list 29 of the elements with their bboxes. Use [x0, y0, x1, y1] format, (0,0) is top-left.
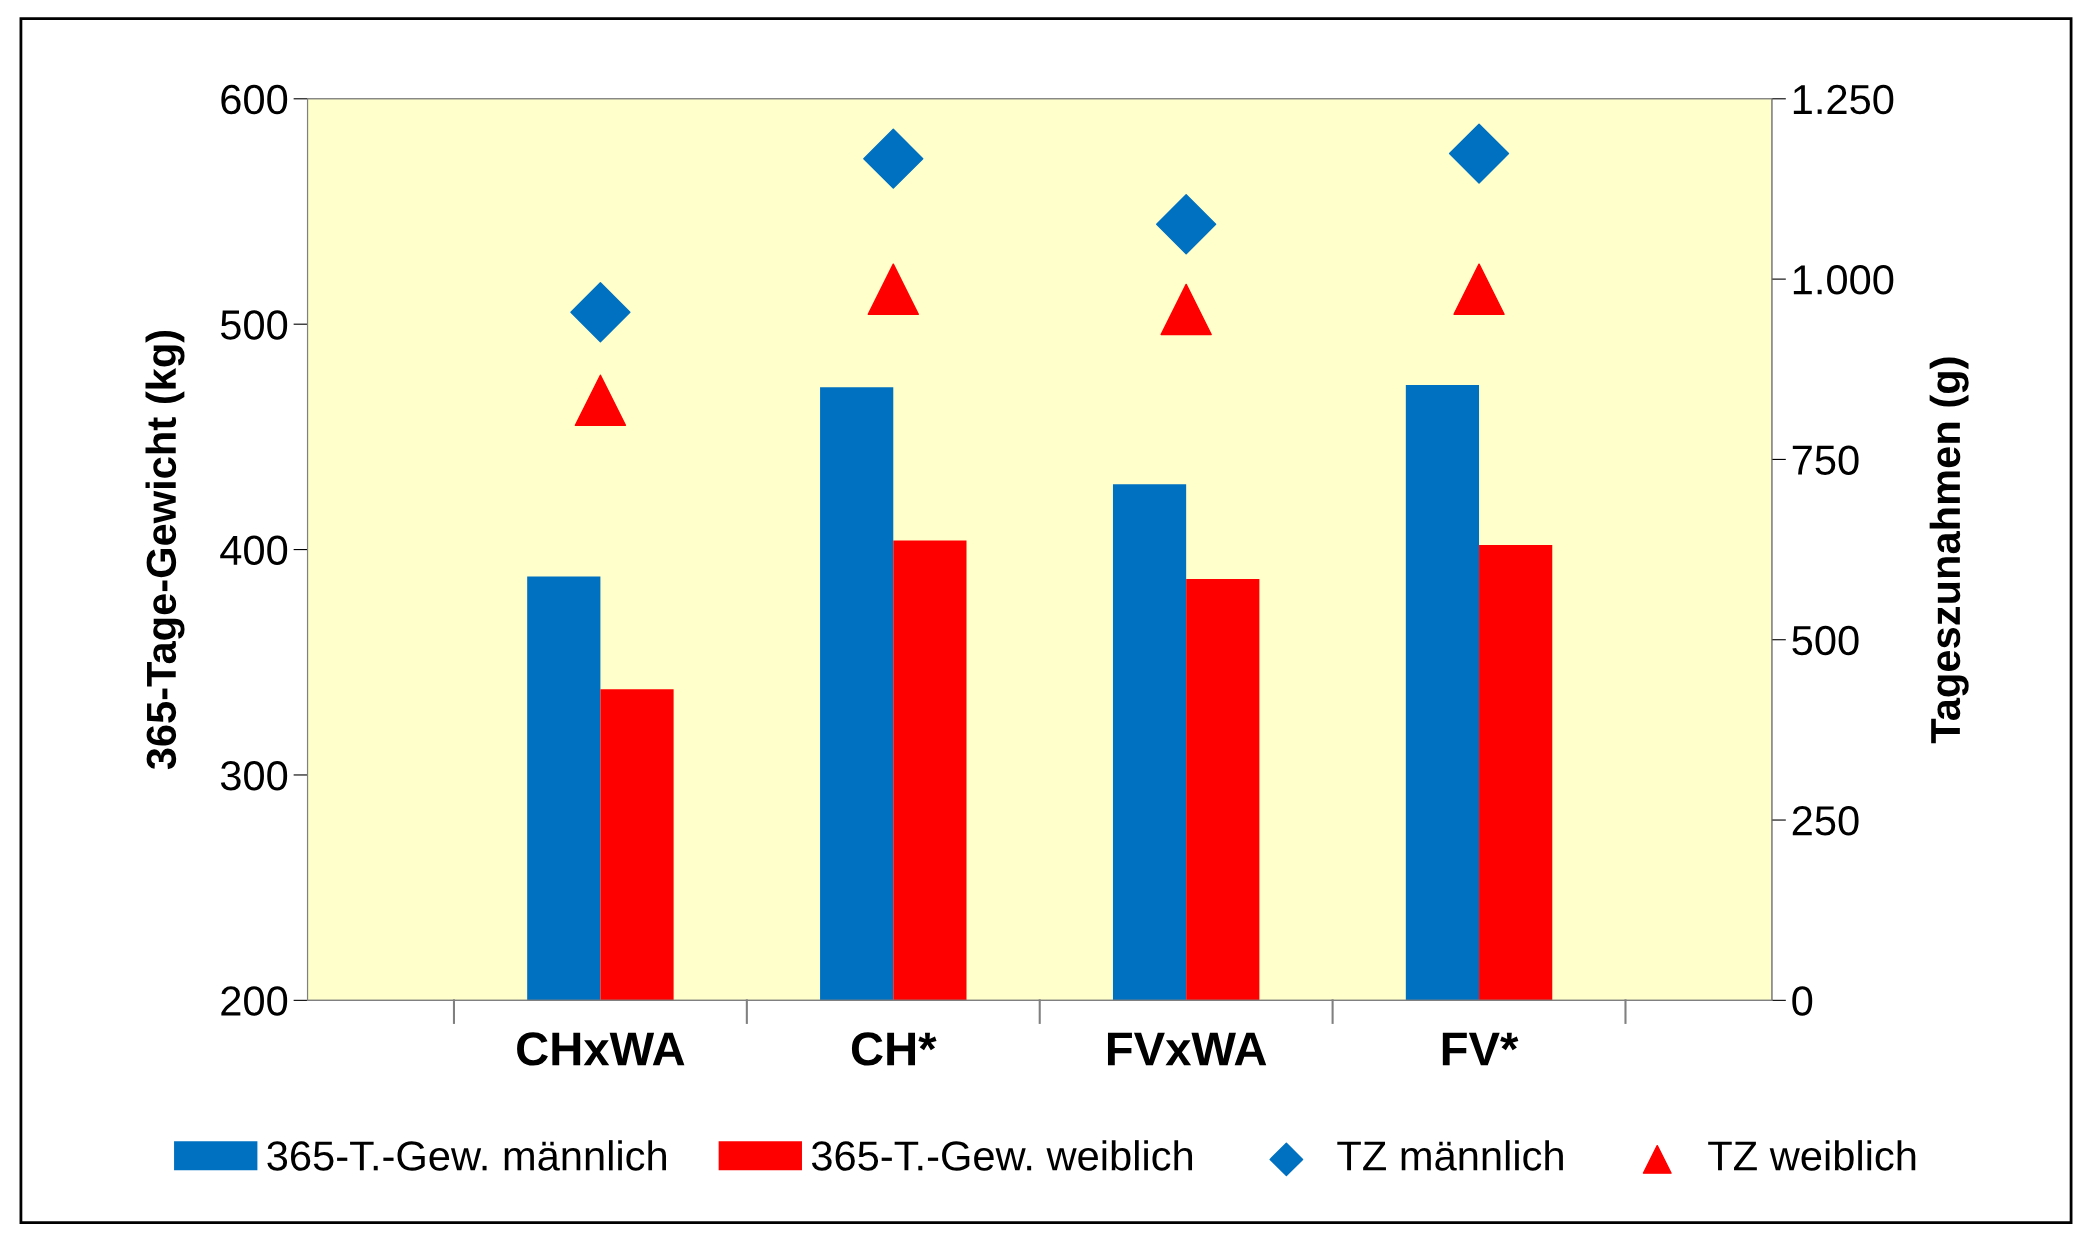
y-axis-title: 365-Tage-Gewicht (kg) — [145, 330, 185, 770]
x-tick-label: FV* — [1442, 1032, 1519, 1066]
x-tick-label: CHxWA — [517, 1032, 685, 1066]
y2-tick-label: 500 — [1792, 625, 1859, 656]
point — [574, 374, 627, 427]
y-tick-label: 500 — [220, 310, 288, 340]
y2-tick-label: 0 — [1792, 986, 1813, 1016]
y2-axis-title: Tageszunahmen (g) — [1929, 357, 1969, 744]
y2-tick-label: 1.250 — [1793, 84, 1894, 115]
y2-tick-label: 250 — [1792, 806, 1859, 836]
point — [570, 282, 631, 343]
x-tick-label: CH* — [851, 1032, 937, 1066]
y-tick-label: 200 — [221, 986, 288, 1016]
point — [863, 128, 924, 189]
point — [1156, 194, 1217, 255]
y-tick-label: 300 — [220, 760, 288, 791]
y2-tick-label: 1.000 — [1793, 265, 1894, 295]
point — [1448, 123, 1510, 184]
y2-tick-label: 750 — [1792, 445, 1859, 475]
point — [1160, 283, 1212, 336]
legend-label: TZ weiblich — [1708, 1140, 1916, 1171]
legend-label: 365-T.-Gew. weiblich — [811, 1140, 1193, 1171]
point — [867, 263, 920, 315]
legend-label: TZ männlich — [1337, 1140, 1563, 1171]
x-tick-label: FVxWA — [1107, 1032, 1267, 1066]
y-tick-label: 600 — [221, 84, 288, 115]
legend-label: 365-T.-Gew. männlich — [267, 1140, 666, 1171]
point — [1453, 263, 1505, 315]
y-tick-label: 400 — [220, 535, 288, 566]
